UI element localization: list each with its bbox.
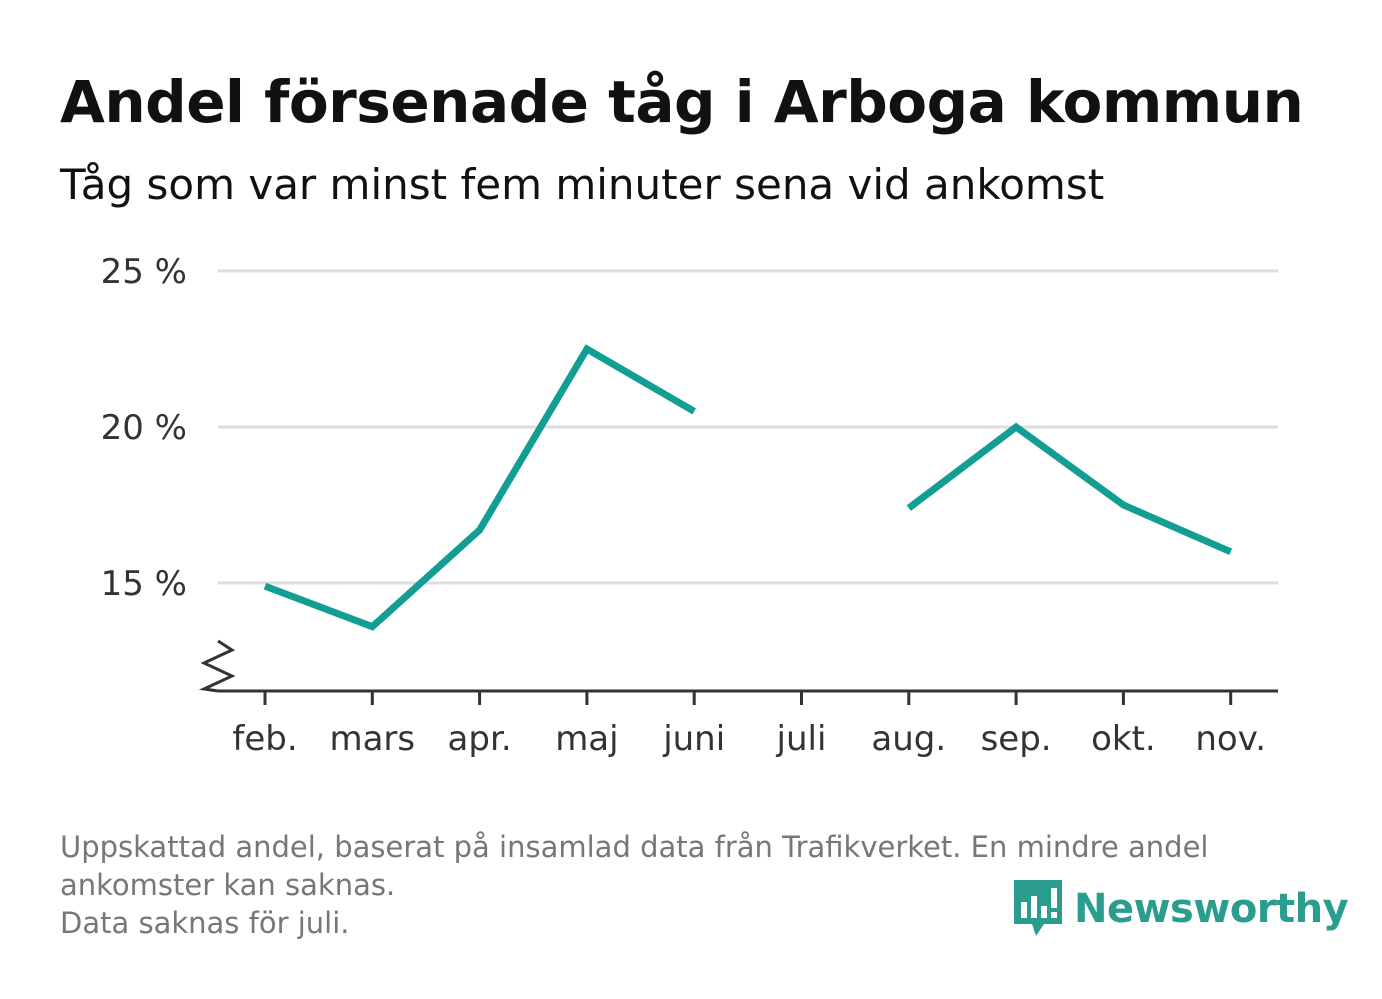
x-tick-label: sep. [981,719,1052,759]
chart-subtitle: Tåg som var minst fem minuter sena vid a… [60,160,1105,209]
y-tick-label: 25 % [101,252,187,292]
chart-title: Andel försenade tåg i Arboga kommun [60,68,1304,136]
series-line-segment-1 [263,344,696,631]
y-tick-label: 15 % [101,564,187,604]
y-axis-break-mark [198,639,236,693]
x-tick-label: mars [329,719,415,759]
footnote: Uppskattad andel, baserat på insamlad da… [60,828,1310,942]
line-chart: 15 % 20 % 25 % feb. mars apr. maj juni juli aug.… [101,252,1278,759]
newsworthy-logo: Newsworthy [1010,878,1349,940]
x-tick-label: juni [662,719,725,759]
gridlines [218,269,1278,585]
footnote-line-1: Uppskattad andel, baserat på insamlad da… [60,830,1209,864]
x-tick-label: aug. [871,719,946,759]
x-tick-label: nov. [1195,719,1266,759]
newsworthy-logo-text: Newsworthy [1074,886,1349,932]
footnote-line-3: Data saknas för juli. [60,906,350,940]
footnote-line-2: ankomster kan saknas. [60,868,396,902]
x-tick-labels: feb. mars apr. maj juni juli aug. sep. okt. nov. [232,691,1266,759]
x-tick-label: juli [776,719,827,759]
newsworthy-chart-bubble-icon [1014,880,1062,936]
y-tick-labels: 15 % 20 % 25 % [101,252,187,604]
x-tick-label: apr. [448,719,512,759]
series-line-segment-2 [906,422,1233,556]
x-axis [198,639,1278,693]
series-lines [263,344,1233,631]
x-tick-label: okt. [1091,719,1156,759]
x-tick-label: feb. [232,719,297,759]
x-tick-label: maj [555,719,618,759]
y-tick-label: 20 % [101,408,187,448]
